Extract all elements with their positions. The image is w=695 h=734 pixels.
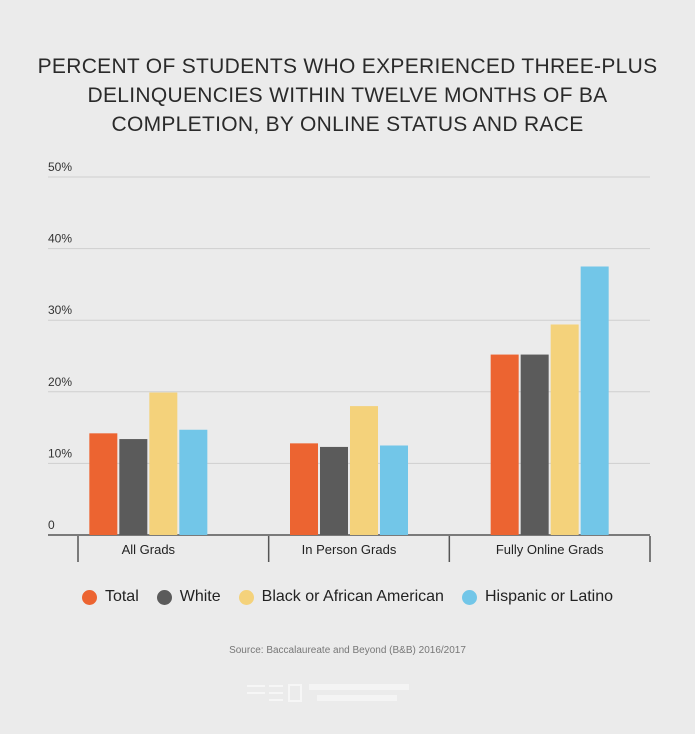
legend-label-hispanic: Hispanic or Latino <box>484 588 614 605</box>
publisher-logo <box>247 684 409 702</box>
x-tick-label: Fully Online Grads <box>496 542 604 557</box>
bar <box>119 439 148 535</box>
legend-item-total: Total <box>81 588 139 606</box>
legend-label-white: White <box>179 588 221 605</box>
legend-swatch-black <box>238 589 254 605</box>
bar <box>380 445 408 535</box>
bar <box>520 354 549 535</box>
bar <box>89 433 118 535</box>
bar <box>580 266 609 535</box>
legend-item-white: White <box>156 588 221 606</box>
y-tick-label: 0 <box>48 518 55 532</box>
bar <box>490 354 519 535</box>
legend-swatch-white <box>156 589 172 605</box>
legend: Total White Black or African American Hi… <box>0 588 695 606</box>
y-tick-label: 40% <box>48 232 72 246</box>
x-tick-label: In Person Grads <box>302 542 397 557</box>
legend-item-hispanic: Hispanic or Latino <box>461 588 614 606</box>
x-tick-label: All Grads <box>122 542 176 557</box>
legend-swatch-total <box>81 589 97 605</box>
bar <box>290 443 318 535</box>
bar <box>179 429 208 535</box>
y-tick-label: 20% <box>48 375 72 389</box>
chart-title: PERCENT OF STUDENTS WHO EXPERIENCED THRE… <box>37 55 658 136</box>
y-tick-label: 50% <box>48 160 72 174</box>
legend-swatch-hispanic <box>461 589 477 605</box>
legend-label-black: Black or African American <box>261 588 444 605</box>
bar <box>320 446 348 535</box>
y-tick-label: 30% <box>48 303 72 317</box>
source-note: Source: Baccalaureate and Beyond (B&B) 2… <box>229 645 466 656</box>
legend-item-black: Black or African American <box>238 588 444 606</box>
legend-label-total: Total <box>104 588 139 605</box>
bar <box>149 392 178 535</box>
y-tick-label: 10% <box>48 446 72 460</box>
bar <box>550 324 579 535</box>
bar <box>350 406 378 535</box>
